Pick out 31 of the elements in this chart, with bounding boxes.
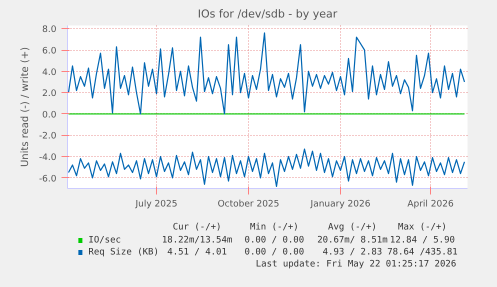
y-axis-title: Units read (-) / write (+) [20, 46, 31, 168]
y-tick-label: 6.0 [42, 46, 57, 57]
text: Last update: Fri May 22 01:25:17 2026 [256, 260, 456, 270]
chart-title: IOs for /dev/sdb - by year [198, 8, 338, 20]
legend-label: IO/sec [88, 236, 121, 246]
y-tick-label: 2.0 [42, 89, 57, 100]
text: 78.64 /435.81 [387, 248, 458, 258]
text: Avg (-/+) [328, 222, 377, 232]
x-tick-label: January 2026 [310, 200, 371, 210]
y-tick-label: -6.0 [38, 174, 57, 184]
y-tick-label: 4.0 [42, 68, 57, 78]
line-series [68, 32, 466, 115]
x-tick-label: October 2025 [218, 200, 280, 210]
x-tick-label: July 2025 [134, 200, 178, 210]
x-tick-label: April 2026 [407, 200, 454, 210]
text: Cur (-/+) [172, 222, 222, 232]
legend-label: Req Size (KB) [88, 248, 159, 258]
text: Min (-/+) [250, 222, 299, 232]
text: 4.51 / 4.01 [167, 248, 227, 258]
text: 12.84 / 5.90 [390, 236, 455, 246]
text: 20.67m/ 8.51m [317, 236, 388, 246]
text: 18.22m/13.54m [162, 236, 232, 246]
y-tick-label: 0.0 [42, 110, 57, 120]
text: 0.00 / 0.00 [244, 236, 304, 246]
y-tick-label: 8.0 [42, 25, 57, 36]
line-series [68, 148, 466, 187]
y-tick-label: -2.0 [38, 132, 57, 142]
text: Max (-/+) [398, 222, 447, 232]
y-tick-label: -4.0 [38, 153, 57, 164]
text: 4.93 / 2.83 [322, 248, 382, 258]
text: 0.00 / 0.00 [244, 248, 304, 258]
